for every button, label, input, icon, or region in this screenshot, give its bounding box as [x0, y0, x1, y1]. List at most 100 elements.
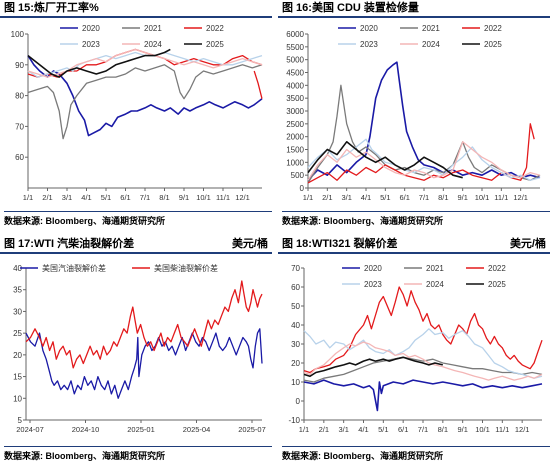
panel-wti-crack-spread: 图 17:WTI 汽柴油裂解价差 美元/桶 5 10 15 20 25 30 35 40 2024…	[0, 236, 272, 463]
x-tick-label: 2/1	[322, 193, 332, 202]
panel-title-text: 图 15:炼厂开工率%	[4, 2, 99, 14]
legend-label: 2023	[82, 40, 100, 49]
x-tick-label: 2/1	[42, 193, 52, 202]
y-tick-label: 2000	[286, 133, 304, 142]
x-tick-label: 2025-07	[238, 425, 266, 434]
x-tick-label: 5/1	[101, 193, 111, 202]
y-tick-label: 1000	[286, 158, 304, 167]
series-line	[27, 48, 171, 78]
x-tick-label: 7/1	[140, 193, 150, 202]
y-tick-label: 10	[291, 378, 300, 387]
legend-label: 2021	[426, 264, 444, 273]
y-tick-label: 60	[15, 153, 24, 162]
x-tick-label: 1/1	[23, 193, 33, 202]
legend-label: 2020	[364, 264, 382, 273]
x-tick-label: 12/1	[235, 193, 250, 202]
x-tick-label: 2025-04	[183, 425, 211, 434]
y-tick-label: 40	[291, 321, 300, 330]
source-note: 数据来源: Bloomberg、海通期货研究所	[4, 211, 272, 227]
x-tick-label: 4/1	[361, 193, 371, 202]
x-tick-label: 10/1	[475, 193, 490, 202]
x-tick-label: 10/1	[475, 425, 490, 434]
x-tick-label: 11/1	[495, 425, 509, 434]
legend-label: 2024	[144, 40, 162, 49]
legend-label: 美国柴油裂解价差	[154, 263, 218, 273]
y-tick-label: 1500	[286, 146, 304, 155]
y-tick-label: 30	[291, 340, 300, 349]
legend-label: 2022	[488, 264, 506, 273]
x-tick-label: 3/1	[62, 193, 72, 202]
x-tick-label: 6/1	[120, 193, 130, 202]
legend-label: 2024	[422, 40, 440, 49]
y-tick-label: 0	[296, 397, 301, 406]
series-line	[27, 51, 263, 78]
series-line	[307, 141, 463, 179]
x-tick-label: 2025-01	[127, 425, 155, 434]
x-tick-label: 4/1	[81, 193, 91, 202]
x-tick-label: 8/1	[438, 193, 448, 202]
x-tick-label: 3/1	[338, 425, 348, 434]
panel-title: 图 16:美国 CDU 装置检修量	[278, 0, 550, 18]
x-tick-label: 9/1	[179, 193, 189, 202]
legend-label: 2024	[426, 280, 444, 289]
y-tick-label: 10	[13, 394, 22, 403]
panel-title: 图 17:WTI 汽柴油裂解价差 美元/桶	[0, 236, 272, 254]
x-tick-label: 8/1	[438, 425, 448, 434]
x-tick-label: 9/1	[457, 193, 467, 202]
x-tick-label: 1/1	[303, 193, 313, 202]
x-tick-label: 6/1	[399, 193, 409, 202]
series-line	[27, 64, 263, 140]
legend-label: 2025	[488, 280, 506, 289]
y-tick-label: 20	[291, 359, 300, 368]
x-tick-label: 7/1	[419, 193, 429, 202]
y-tick-label: 2500	[286, 120, 304, 129]
source-note: 数据来源: Bloomberg、海通期货研究所	[282, 446, 550, 462]
unit-label: 美元/桶	[509, 238, 546, 250]
legend-label: 2023	[364, 280, 382, 289]
y-tick-label: 4500	[286, 69, 304, 78]
x-tick-label: 9/1	[457, 425, 467, 434]
x-tick-label: 2024-10	[72, 425, 100, 434]
x-tick-label: 8/1	[159, 193, 169, 202]
series-line	[303, 356, 443, 378]
series-line	[307, 141, 541, 181]
series-line	[27, 55, 263, 137]
y-tick-label: -10	[288, 416, 300, 425]
y-tick-label: 70	[291, 264, 300, 273]
series-line	[307, 138, 541, 181]
series-line	[25, 328, 263, 399]
x-tick-label: 10/1	[196, 193, 211, 202]
y-tick-label: 3500	[286, 94, 304, 103]
y-tick-label: 70	[15, 122, 24, 131]
unit-label: 美元/桶	[231, 238, 268, 250]
x-tick-label: 11/1	[216, 193, 230, 202]
legend-label: 2023	[360, 40, 378, 49]
y-tick-label: 50	[291, 302, 300, 311]
y-tick-label: 80	[15, 92, 24, 101]
y-tick-label: 100	[11, 30, 25, 39]
y-tick-label: 30	[13, 307, 22, 316]
x-tick-label: 11/1	[494, 193, 508, 202]
x-tick-label: 4/1	[358, 425, 368, 434]
panel-title-text: 图 16:美国 CDU 装置检修量	[282, 2, 419, 14]
legend-label: 2022	[206, 24, 224, 33]
y-tick-label: 500	[291, 171, 305, 180]
y-tick-label: 35	[13, 286, 22, 295]
y-tick-label: 5	[18, 416, 23, 425]
x-tick-label: 6/1	[398, 425, 408, 434]
legend-label: 2022	[484, 24, 502, 33]
x-tick-label: 12/1	[515, 425, 530, 434]
legend-label: 2021	[422, 24, 440, 33]
panel-cdu-maintenance: 图 16:美国 CDU 装置检修量 0 500 1000 1500 2000 2500 30…	[278, 0, 550, 230]
legend-label: 2020	[360, 24, 378, 33]
series-line	[303, 341, 543, 381]
source-note: 数据来源: Bloomberg、海通期货研究所	[282, 211, 550, 227]
panel-title-text: 图 18:WTI321 裂解价差	[282, 238, 398, 250]
x-tick-label: 5/1	[380, 193, 390, 202]
y-tick-label: 15	[13, 373, 22, 382]
series-line	[303, 328, 543, 379]
y-tick-label: 90	[15, 61, 24, 70]
x-tick-label: 2024-07	[16, 425, 44, 434]
x-tick-label: 3/1	[341, 193, 351, 202]
legend-label: 2021	[144, 24, 162, 33]
